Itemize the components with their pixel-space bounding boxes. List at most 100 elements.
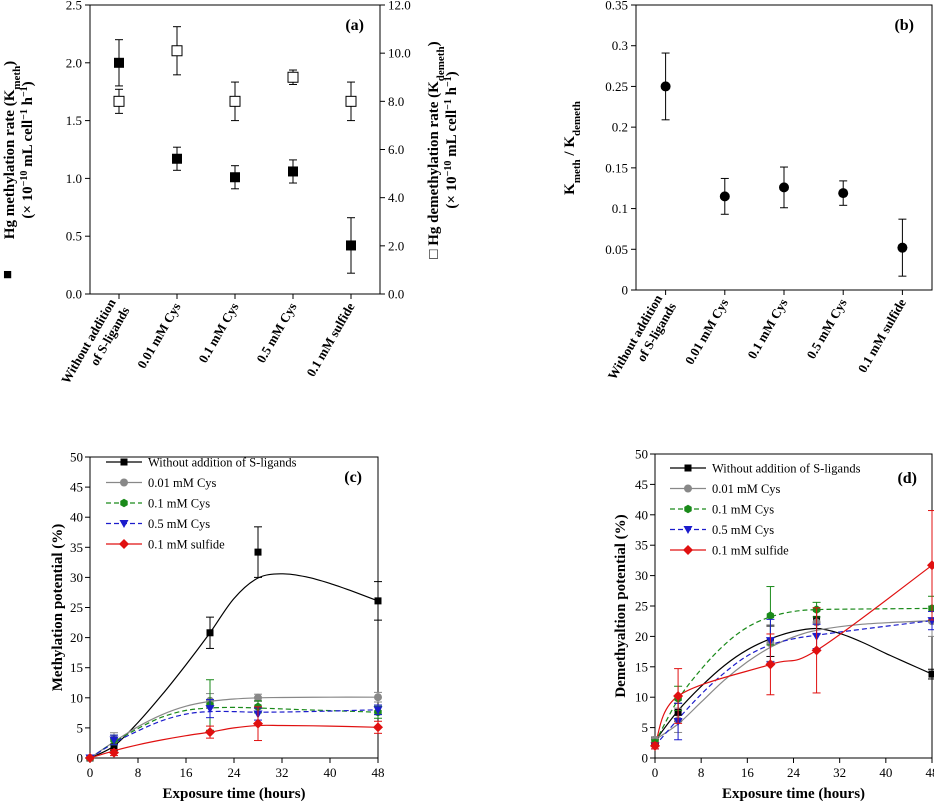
category-label: 0.5 mM Cys [803,296,849,361]
series-line [89,709,379,759]
legend-label: 0.1 mM sulfide [712,544,789,558]
x-tick-label: 24 [228,765,242,780]
panel-label: (b) [894,17,914,34]
data-point [928,604,934,613]
category-label: Without additionof S-ligands [58,295,133,394]
y-tick-label: 0.3 [612,38,628,53]
y-tick-label: 0 [77,751,84,766]
legend-label: 0.1 mM sulfide [148,538,225,552]
ratio-point [779,182,789,193]
y-tick-label: 50 [70,450,83,465]
y-tick-label: 15 [70,660,83,675]
legend-marker-filled-square: ■ [3,267,12,283]
x-tick-label: 0 [652,765,659,780]
legend-marker [120,498,128,508]
y-tick-label: 20 [70,630,83,645]
y-tick-label: 0.1 [612,201,628,216]
category-label: Without additionof S-ligands [605,291,680,390]
data-point [374,597,382,605]
legend-marker [684,484,692,493]
data-point [205,727,215,738]
category-label: 0.01 mM Cys [682,296,732,367]
data-point [110,743,118,751]
plot-frame [635,4,933,291]
series-line [654,620,933,741]
x-tick-label: 32 [833,765,846,780]
legend-marker [683,545,693,555]
y-tick-label: 10 [70,690,83,705]
data-point [253,718,263,729]
series-line [89,706,379,759]
x-tick-label: 16 [180,765,194,780]
legend-label: 0.01 mM Cys [712,482,781,496]
data-point [85,753,95,763]
x-tick-label: 40 [879,765,892,780]
data-point [928,670,934,678]
y-axis-label-right-units: (× 10−10 mL cell−1 h−1) [443,71,461,208]
y-tick-label: 0 [622,283,629,298]
kdemeth-point [229,95,241,107]
y-axis-label: Kmeth / Kdemeth [562,101,583,195]
series-line [654,607,933,744]
x-tick-label: 8 [135,765,142,780]
y-tick-label: 45 [70,480,83,495]
y-tick-label: 45 [635,477,648,492]
y-tick-label: 30 [635,568,648,583]
legend-label: 0.1 mM Cys [148,497,210,511]
x-tick-label: 24 [787,765,801,780]
legend-marker [684,504,692,514]
y-tick-label: 0.0 [66,287,82,302]
panel-label: (c) [344,469,362,486]
x-tick-label: 48 [926,765,934,780]
data-point [374,693,382,702]
x-tick-label: 0 [87,765,94,780]
plot-frame [654,453,933,759]
series-line [89,573,379,759]
legend-marker [119,539,129,549]
panel-c-chart: 0 5 10 15 20 25 30 35 40 45 50 0 8 16 24 32 40 48 Without … [50,450,385,803]
kdemeth-point [113,95,125,107]
kmeth-point [288,166,298,177]
panel-a-chart: 0.0 0.5 1.0 1.5 2.0 2.5 Without additionof S-l… [2,0,461,394]
panel-b-chart: 0 0.05 0.1 0.15 0.2 0.25 0.3 0.35 Without additi… [562,0,933,390]
ratio-point [897,242,908,253]
x-tick-label: 8 [698,765,705,780]
y-tick-label: 40 [635,507,648,522]
legend-label: Without addition of S-ligands [712,462,861,476]
legend-marker [683,526,693,534]
series-line [654,620,933,747]
y2-tick-label: 10.0 [388,46,411,61]
ratio-point [660,81,671,92]
legend-label: Without addition of S-ligands [148,456,297,470]
data-point [206,629,214,637]
legend-marker [120,458,128,466]
legend-marker [119,520,129,528]
category-label: 0.01 mM Cys [134,300,184,371]
x-tick-label: 40 [324,765,337,780]
y-tick-label: 0 [642,751,649,766]
y2-tick-label: 6.0 [388,142,404,157]
legend-label: 0.1 mM Cys [712,503,774,517]
y-tick-label: 5 [77,720,84,735]
y-tick-label: 0.25 [605,79,628,94]
data-point [373,706,383,715]
y-tick-label: 40 [70,510,83,525]
category-label: 0.1 mM Cys [744,296,790,361]
data-point [109,736,119,745]
y2-tick-label: 0.0 [388,287,404,302]
panel-label: (d) [897,470,917,487]
kmeth-point [114,57,124,68]
x-tick-label: 16 [741,765,755,780]
plot-frame [89,456,379,759]
data-point [373,722,383,733]
data-point [673,690,684,701]
y-tick-label: 10 [635,690,648,705]
plot-frame [89,4,381,295]
y-tick-label: 1.5 [66,113,82,128]
y-tick-label: 0.2 [612,120,628,135]
y-tick-label: 25 [635,599,648,614]
x-tick-label: 32 [276,765,289,780]
category-label: 0.1 mM sulfide [303,300,357,379]
category-label: 0.1 mM sulfide [855,296,909,375]
data-point [765,659,776,670]
